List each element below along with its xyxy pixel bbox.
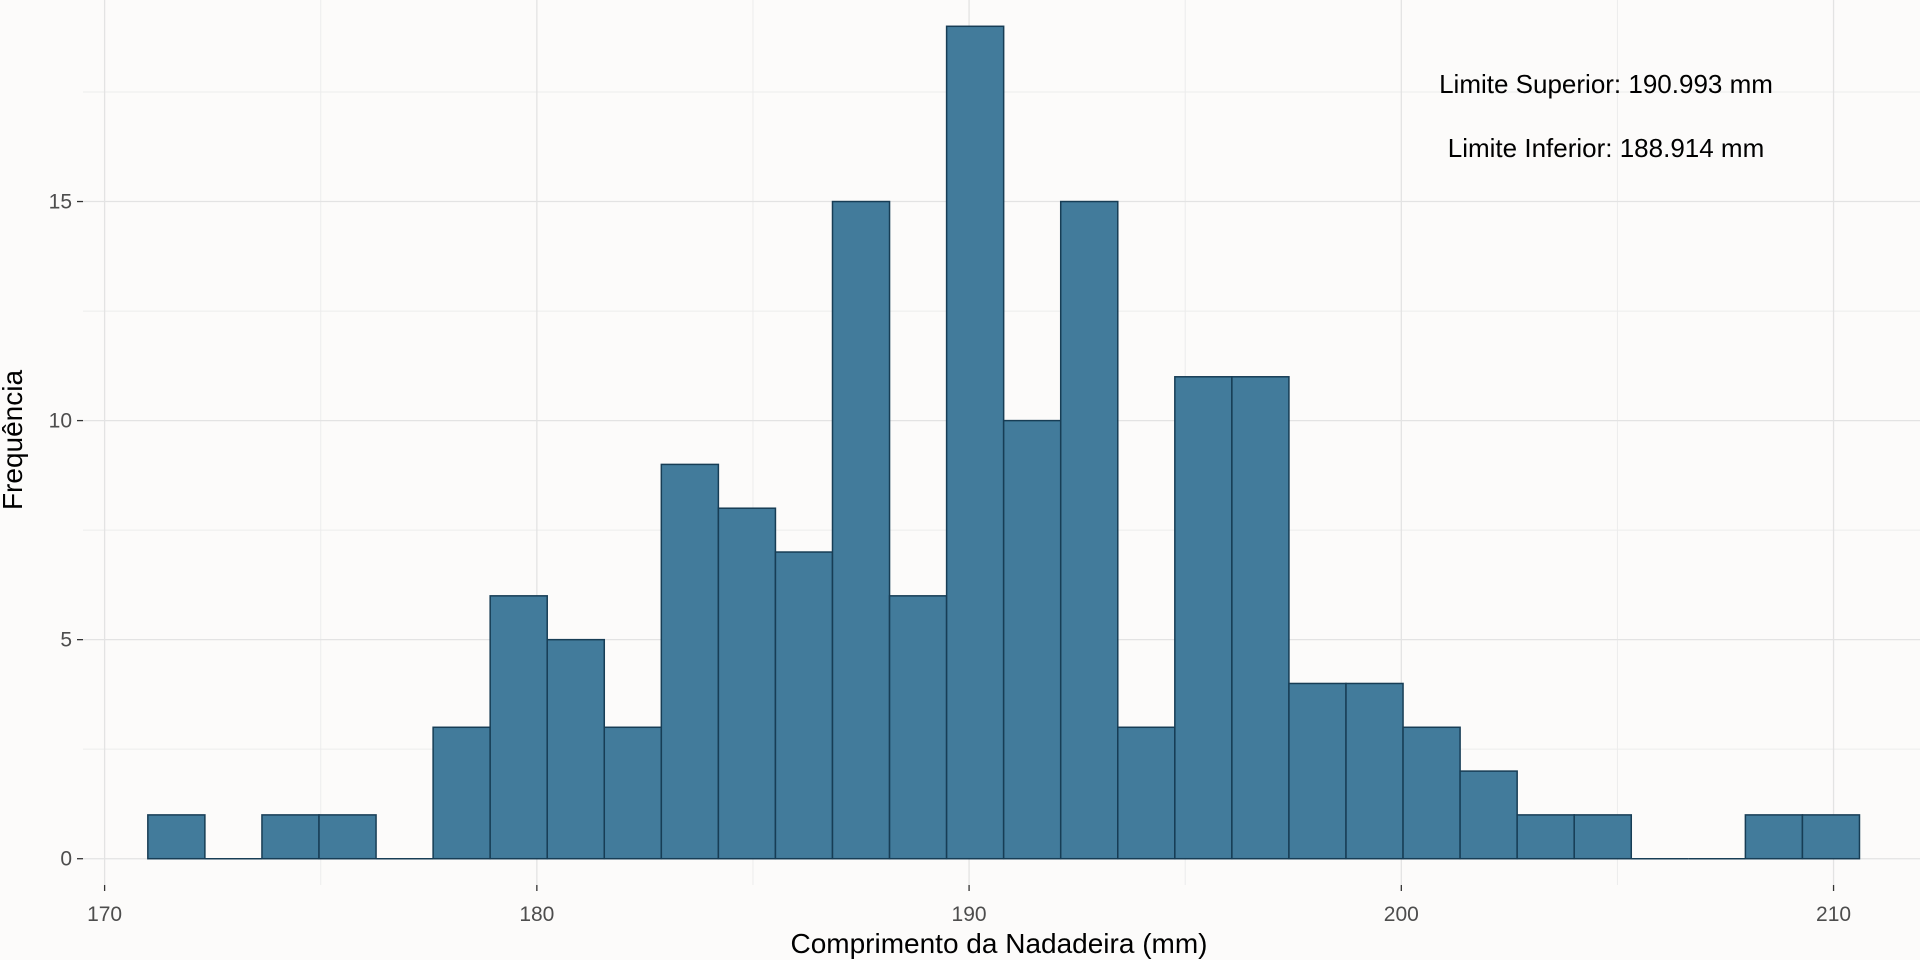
y-tick-label: 5 xyxy=(60,629,72,652)
histogram-bar xyxy=(1402,726,1461,860)
x-axis-ticks: 170 180 190 200 210 xyxy=(87,885,1851,926)
histogram-bar xyxy=(888,595,948,860)
x-tick-label: 170 xyxy=(87,903,122,926)
histogram-bar xyxy=(774,551,834,860)
histogram-bar xyxy=(1174,376,1233,860)
y-tick-label: 10 xyxy=(49,410,72,433)
histogram-bar xyxy=(1801,814,1861,860)
y-axis-ticks: 0 5 10 15 xyxy=(49,191,83,871)
y-axis-title: Frequência xyxy=(0,370,28,511)
histogram-bar xyxy=(1744,814,1804,860)
histogram-bar xyxy=(261,814,320,860)
histogram-bar xyxy=(147,814,206,860)
histogram-bar xyxy=(489,595,548,860)
x-axis-title: Comprimento da Nadadeira (mm) xyxy=(790,928,1207,959)
x-tick-label: 210 xyxy=(1816,903,1851,926)
histogram-bar xyxy=(1288,682,1347,860)
histogram-bar xyxy=(603,726,663,860)
x-tick-label: 180 xyxy=(519,903,554,926)
x-tick-label: 200 xyxy=(1384,903,1419,926)
histogram-bar xyxy=(717,507,777,860)
histogram-bar xyxy=(660,463,720,860)
histogram-bar xyxy=(1459,770,1518,860)
histogram-bar xyxy=(1345,682,1404,860)
histogram-bars xyxy=(147,25,1861,860)
histogram-bar xyxy=(318,814,377,860)
histogram-bar xyxy=(945,25,1005,860)
histogram-bar xyxy=(1002,419,1062,860)
y-tick-label: 15 xyxy=(49,191,72,214)
histogram-bar xyxy=(1117,726,1176,860)
histogram-bar xyxy=(1059,200,1119,860)
annotations: Limite Superior: 190.993 mm Limite Infer… xyxy=(1439,69,1773,163)
histogram-bar xyxy=(546,638,606,860)
histogram-bar xyxy=(432,726,491,860)
annotation-lower-limit: Limite Inferior: 188.914 mm xyxy=(1448,133,1764,163)
histogram-bar xyxy=(1573,814,1633,860)
x-tick-label: 190 xyxy=(952,903,987,926)
annotation-upper-limit: Limite Superior: 190.993 mm xyxy=(1439,69,1773,99)
histogram-bar xyxy=(831,200,891,860)
histogram-bar xyxy=(1516,814,1575,860)
histogram-bar xyxy=(1231,376,1290,860)
y-tick-label: 0 xyxy=(60,848,72,871)
